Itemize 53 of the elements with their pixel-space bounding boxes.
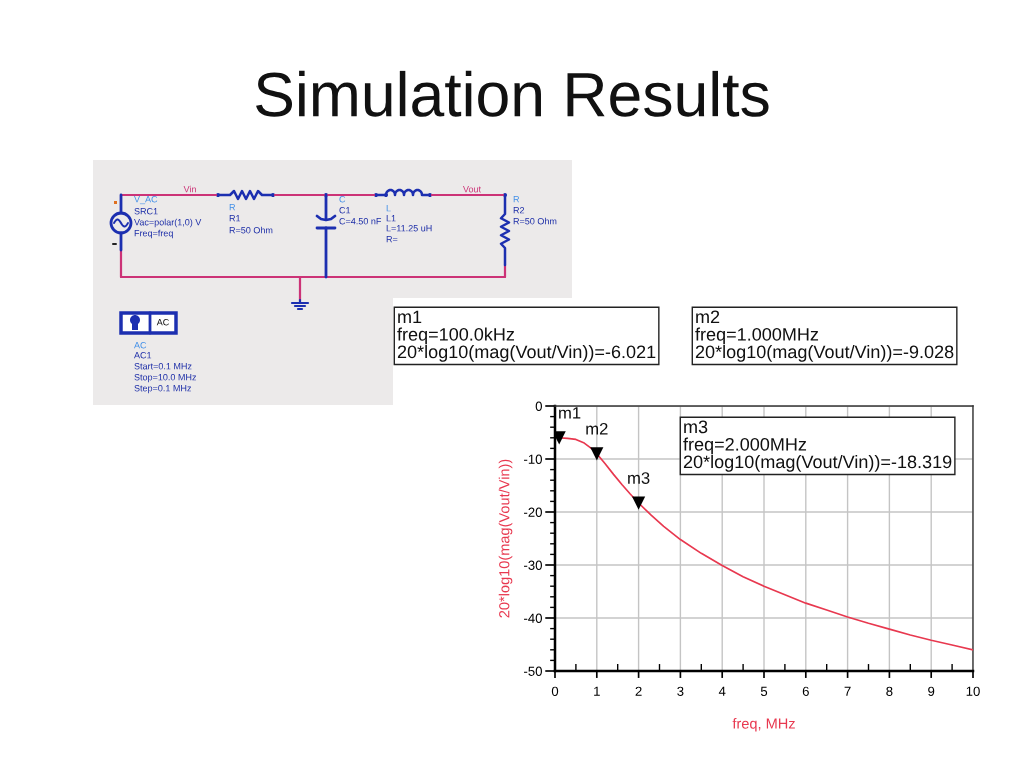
text: AC1 (134, 352, 152, 359)
text: m1 freq=100.0kHz 20*log10(mag(Vout/Vin))=-6.021 (397, 310, 656, 362)
text: L=11.25 uH (386, 225, 432, 232)
annotation: m3 freq=2.000MHz 20*log10(mag(Vout/Vin))=-18.319 (683, 420, 952, 472)
text: AC (134, 342, 147, 349)
text: AC (156, 319, 169, 326)
x-axis-title: freq, MHz (732, 718, 795, 732)
text: R (229, 204, 236, 211)
text: C=4.50 nF (339, 218, 382, 225)
text: Step=0.1 MHz (134, 385, 192, 394)
annotation: m1 (559, 407, 581, 419)
text: R=50 Ohm (229, 226, 273, 234)
annotation: m2 (586, 422, 608, 435)
x-tick-label: 2 (635, 686, 642, 696)
x-tick-label: 6 (802, 686, 809, 696)
y-tick-label: -20 (524, 507, 542, 517)
text: Stop=10.0 MHz (134, 374, 197, 383)
point (632, 496, 646, 510)
y-tick-label: 0 (535, 401, 542, 411)
x-tick-label: 10 (966, 686, 980, 696)
y-tick-label: -10 (524, 454, 542, 464)
x-tick-label: 8 (886, 686, 893, 696)
y-axis-title: 20*log10(mag(Vout/Vin)) (498, 459, 513, 618)
text: R2 (513, 207, 525, 214)
annotation: m3 (628, 472, 650, 484)
text: C1 (339, 207, 351, 214)
x-tick-label: 3 (677, 686, 684, 696)
x-tick-label: 9 (928, 686, 935, 696)
text: Vin (183, 185, 196, 193)
point (590, 447, 604, 461)
text: R= (386, 236, 398, 243)
text: V_AC (134, 196, 158, 205)
text: L1 (386, 215, 396, 222)
x-tick-label: 1 (594, 686, 600, 696)
x-tick-label: 0 (551, 686, 559, 696)
text: Vac=polar(1,0) V (134, 218, 202, 228)
x-tick-label: 5 (760, 686, 768, 696)
text: L (386, 205, 391, 212)
y-tick-label: -40 (524, 613, 542, 623)
text: Vout (463, 186, 481, 193)
text: SRC1 (134, 208, 158, 215)
text: Start=0.1 MHz (134, 363, 192, 370)
x-tick-label: 7 (844, 686, 851, 696)
text: Freq=freq (134, 229, 173, 239)
text: m2 freq=1.000MHz 20*log10(mag(Vout/Vin))=-9.028 (695, 310, 954, 362)
text: C (339, 196, 346, 203)
text: R1 (229, 215, 241, 222)
text: R=50 Ohm (513, 217, 557, 225)
y-tick-label: -50 (524, 666, 542, 676)
chart-title: Simulation Results (256, 70, 769, 117)
text: R (513, 196, 520, 203)
y-tick-label: -30 (524, 560, 542, 570)
x-tick-label: 4 (718, 686, 726, 696)
